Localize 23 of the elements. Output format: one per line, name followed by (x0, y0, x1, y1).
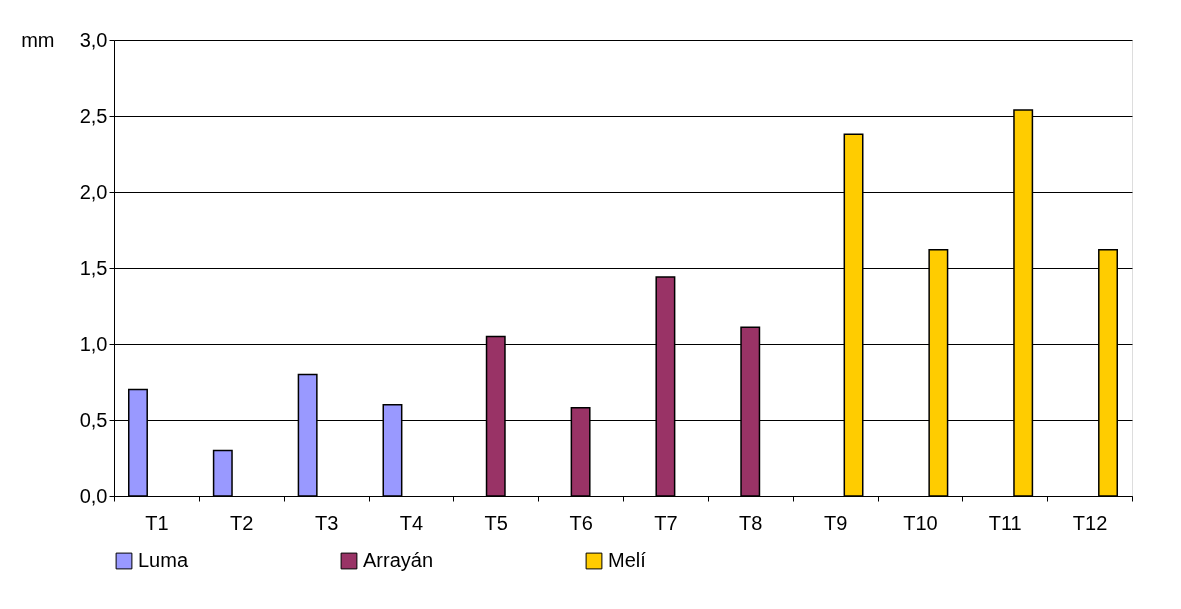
y-tick-label: 1,5 (79, 256, 108, 279)
y-axis-title: mm (21, 28, 55, 51)
x-tick-label: T7 (654, 511, 678, 534)
x-tick-label: T6 (569, 511, 593, 534)
x-tick-label: T3 (314, 511, 339, 534)
x-tick-label: T9 (823, 511, 848, 534)
x-tick-label: T5 (484, 511, 508, 534)
x-tick-label: T1 (145, 511, 169, 534)
x-tick-label: T11 (988, 511, 1022, 534)
y-tick-label: 2,0 (79, 180, 108, 203)
x-tick-label: T4 (399, 511, 424, 534)
x-tick-label: T2 (230, 511, 254, 534)
x-tick-label: T12 (1072, 511, 1108, 534)
y-tick-label: 0,0 (79, 484, 108, 507)
legend-label: Arrayán (363, 549, 434, 571)
legend-label: Melí (608, 549, 647, 571)
y-tick-label: 0,5 (79, 408, 108, 431)
y-tick-label: 2,5 (79, 104, 108, 127)
x-tick-label: T10 (903, 511, 938, 534)
x-tick-label: T8 (739, 511, 763, 534)
legend-label: Luma (138, 549, 189, 571)
y-tick-label: 1,0 (79, 332, 108, 355)
y-tick-label: 3,0 (79, 28, 108, 51)
